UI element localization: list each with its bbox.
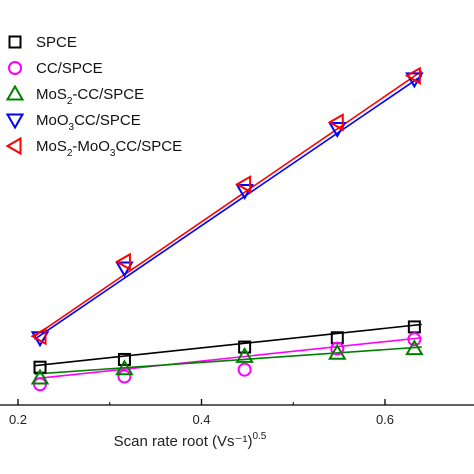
point-series-1-1	[117, 369, 132, 384]
point-series-4-1	[114, 252, 131, 272]
x-axis: 0.2 0.4 0.6	[0, 399, 474, 427]
point-series-4-4	[404, 66, 421, 86]
fit-line-series-0	[34, 323, 422, 367]
legend-label-3: MoO3CC/SPCE	[36, 112, 141, 133]
x-tick-label-0: 0.2	[9, 412, 27, 427]
legend-label-2-part-1: 2	[67, 96, 73, 107]
point-series-3-4	[405, 72, 424, 89]
point-series-4-2	[235, 175, 252, 194]
x-axis-label-exponent: 0.5	[252, 431, 266, 442]
x-axis-label: Scan rate root (Vs⁻¹)0.5	[114, 431, 267, 450]
legend-marker-1	[8, 61, 22, 75]
legend-marker-4	[5, 136, 22, 156]
x-axis-label-text: Scan rate root (Vs⁻¹)	[114, 433, 253, 450]
x-tick-label-1: 0.4	[192, 412, 210, 427]
legend-label-2: MoS2-CC/SPCE	[36, 86, 144, 107]
legend-label-4-part-3: 3	[110, 148, 116, 159]
point-series-2-3	[328, 343, 347, 360]
point-series-0-2	[238, 340, 252, 354]
legend-label-3-part-1: 3	[69, 122, 75, 133]
legend-label-3-part-0: MoO	[36, 112, 69, 129]
fit-line-series-2	[34, 346, 422, 375]
legend-marker-2	[5, 84, 25, 101]
point-series-4-3	[327, 113, 344, 132]
legend-label-2-part-0: MoS	[36, 86, 67, 103]
point-series-0-4	[407, 320, 421, 334]
legend-label-4-part-0: MoS	[36, 138, 67, 155]
fit-line-series-3	[34, 75, 423, 340]
legend: SPCECC/SPCEMoS2-CC/SPCEMoO3CC/SPCEMoS2-M…	[5, 34, 182, 159]
point-series-1-3	[330, 341, 345, 356]
legend-label-1-part-0: CC/SPCE	[36, 60, 103, 77]
point-series-4-0	[30, 326, 47, 346]
plot-area	[30, 66, 424, 392]
point-series-2-2	[235, 346, 254, 363]
point-series-0-1	[117, 352, 131, 366]
legend-label-2-part-2: -CC/SPCE	[72, 86, 144, 103]
legend-label-4: MoS2-MoO3CC/SPCE	[36, 138, 182, 159]
point-series-0-0	[33, 360, 47, 374]
point-series-2-1	[115, 359, 134, 376]
point-series-1-4	[407, 332, 422, 347]
legend-label-3-part-2: CC/SPCE	[74, 112, 141, 129]
fit-line-series-4	[34, 70, 423, 337]
legend-label-4-part-2: -MoO	[72, 138, 110, 155]
legend-marker-0	[8, 35, 22, 49]
point-series-2-4	[405, 339, 424, 356]
legend-label-4-part-4: CC/SPCE	[115, 138, 182, 155]
legend-label-4-part-1: 2	[67, 148, 73, 159]
point-series-1-2	[237, 362, 252, 377]
legend-label-0: SPCE	[36, 34, 77, 51]
point-series-2-0	[30, 368, 50, 385]
legend-label-1: CC/SPCE	[36, 60, 103, 77]
legend-marker-3	[5, 113, 25, 130]
x-tick-label-2: 0.6	[376, 412, 394, 427]
fit-line-series-1	[34, 336, 422, 380]
legend-label-0-part-0: SPCE	[36, 34, 77, 51]
